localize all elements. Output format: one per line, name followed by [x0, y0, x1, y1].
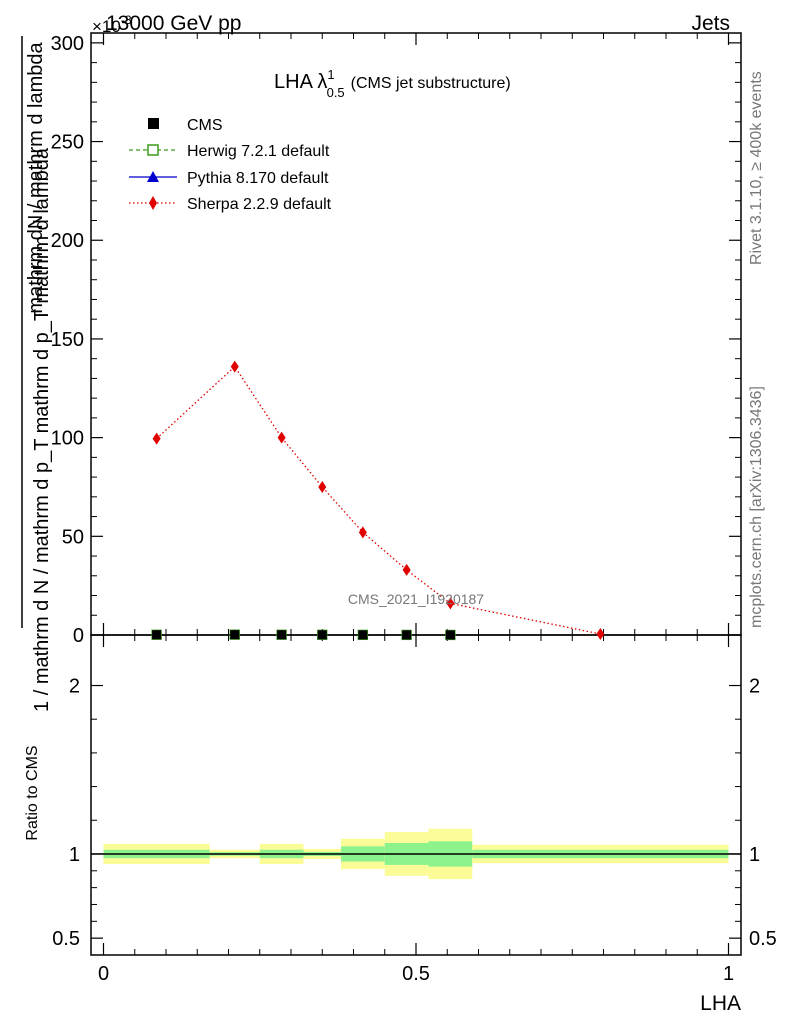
y-tick-label: 0	[73, 625, 84, 647]
legend-marker-sherpa	[149, 196, 157, 210]
title-suffix: (CMS jet substructure)	[351, 75, 511, 92]
ratio-y-tick-label: 1	[69, 844, 80, 866]
mcplots-label: mcplots.cern.ch [arXiv:1306.3436]	[748, 386, 765, 628]
y-tick-label: 300	[51, 33, 84, 55]
sherpa-point	[230, 360, 239, 373]
cms-point	[230, 630, 240, 640]
exponent-power: -3	[121, 13, 132, 27]
analysis-watermark: CMS_2021_I1920187	[348, 591, 484, 607]
sherpa-series	[152, 360, 605, 641]
plot-title: LHA λ1 0.5 (CMS jet substructure)	[274, 67, 511, 100]
cms-series	[152, 630, 455, 640]
cms-point	[317, 630, 327, 640]
cms-point	[358, 630, 368, 640]
process-label: Jets	[691, 12, 730, 35]
cms-point	[152, 630, 162, 640]
exponent-base: ×10	[92, 17, 121, 36]
ratio-y-tick-label-right: 2	[749, 676, 760, 698]
ratio-y-axis-label: Ratio to CMS	[24, 745, 41, 840]
cms-point	[402, 630, 412, 640]
sherpa-point	[446, 597, 455, 610]
sherpa-point	[402, 563, 411, 576]
x-tick-label: 1	[723, 963, 734, 985]
main-y-axis-label: mathrm dN / mathrm d lambda 1 / mathrm d…	[21, 36, 53, 712]
sherpa-point	[318, 480, 327, 493]
main-ylabel-denominator: 1 / mathrm d N / mathrm d p_T mathrm d p…	[31, 147, 53, 712]
legend-label-herwig: Herwig 7.2.1 default	[187, 143, 330, 160]
title-sub: 0.5	[327, 85, 345, 100]
cms-point	[277, 630, 287, 640]
legend-marker-herwig	[147, 144, 159, 156]
x-axis-label: LHA	[700, 992, 741, 1015]
ratio-y-tick-label: 2	[69, 676, 80, 698]
axis-ticks	[91, 33, 741, 955]
energy-label: 13000 GeV pp	[106, 12, 241, 35]
ratio-y-tick-label-right: 1	[749, 844, 760, 866]
sherpa-point	[277, 431, 286, 444]
legend-label-cms: CMS	[187, 117, 223, 134]
legend-marker-pythia	[147, 171, 159, 182]
legend-label-sherpa: Sherpa 2.2.9 default	[187, 196, 332, 213]
x-tick-label: 0.5	[402, 963, 430, 985]
axis-tick-labels: 0 0.5 1 0 50 100 150 200 250 300 0.5 0.5 1 1 2 2	[51, 33, 777, 985]
ratio-y-tick-label: 0.5	[52, 928, 80, 950]
rivet-label: Rivet 3.1.10, ≥ 400k events	[748, 71, 765, 265]
sherpa-point	[152, 432, 161, 445]
legend-marker-cms	[148, 118, 159, 129]
sherpa-line	[156, 365, 601, 635]
legend: CMS Herwig 7.2.1 default Pythia 8.170 de…	[129, 117, 332, 213]
title-main: LHA λ	[274, 71, 327, 93]
y-tick-label: 100	[51, 428, 84, 450]
x-tick-label: 0	[98, 963, 109, 985]
y-tick-label: 50	[62, 526, 84, 548]
ratio-frame	[90, 634, 742, 956]
sherpa-point	[596, 628, 605, 641]
title-sup: 1	[327, 67, 334, 82]
cms-point	[445, 630, 455, 640]
y-tick-label: 200	[51, 230, 84, 252]
legend-label-pythia: Pythia 8.170 default	[187, 170, 329, 187]
exponent-label: ×10-3	[92, 13, 132, 36]
sherpa-point	[358, 526, 367, 539]
main-ylabel-numerator: mathrm dN / mathrm d lambda	[25, 42, 47, 314]
y-tick-label: 150	[51, 329, 84, 351]
ratio-y-tick-label-right: 0.5	[749, 928, 777, 950]
y-tick-label: 250	[51, 132, 84, 154]
